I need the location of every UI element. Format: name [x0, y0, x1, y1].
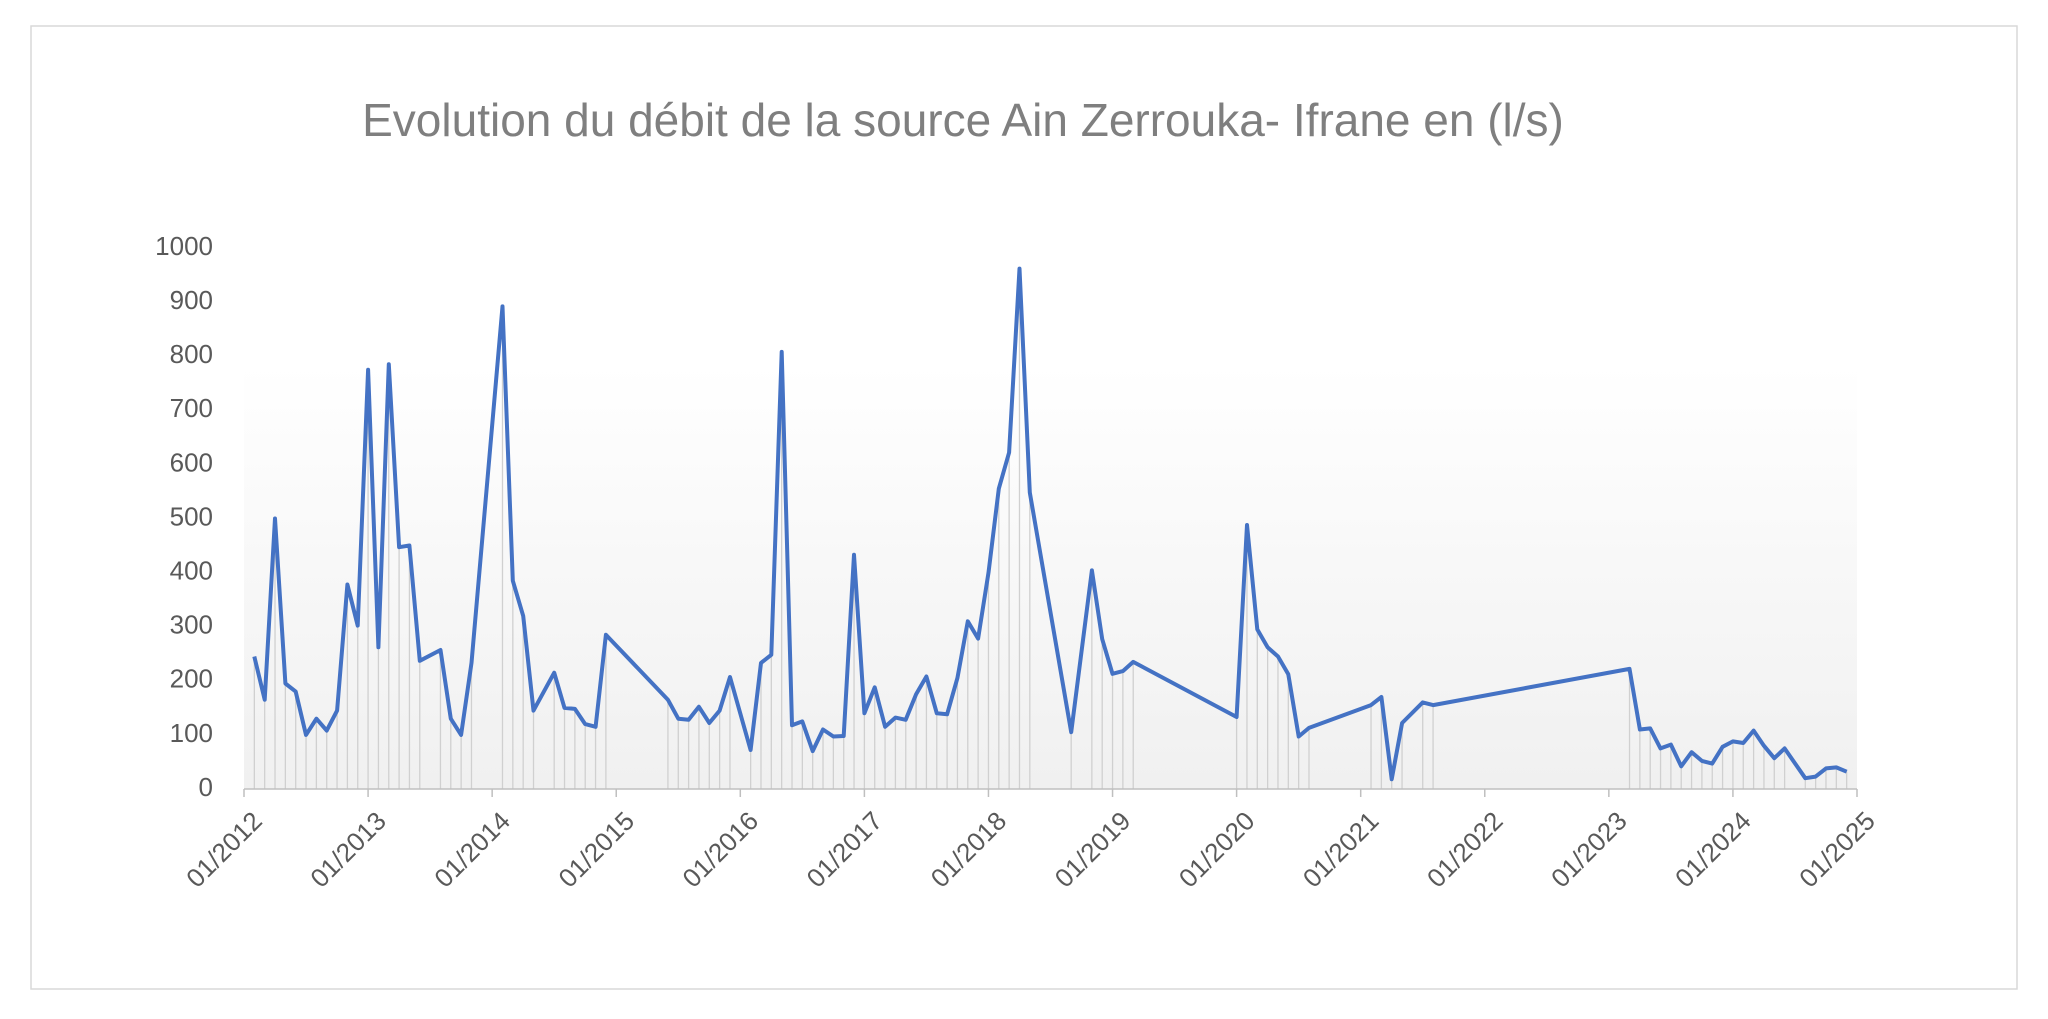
y-tick-label: 200: [170, 664, 213, 694]
y-tick-label: 600: [170, 447, 213, 477]
y-tick-label: 800: [170, 339, 213, 369]
y-tick-label: 300: [170, 610, 213, 640]
y-tick-label: 0: [199, 772, 213, 802]
y-tick-label: 900: [170, 285, 213, 315]
y-tick-label: 400: [170, 555, 213, 585]
y-tick-label: 700: [170, 393, 213, 423]
chart-title: Evolution du débit de la source Ain Zerr…: [362, 94, 1564, 146]
y-tick-label: 500: [170, 501, 213, 531]
data-line: [252, 266, 1848, 782]
y-tick-label: 1000: [155, 231, 213, 261]
plot-background: [244, 365, 1857, 789]
y-tick-label: 100: [170, 718, 213, 748]
